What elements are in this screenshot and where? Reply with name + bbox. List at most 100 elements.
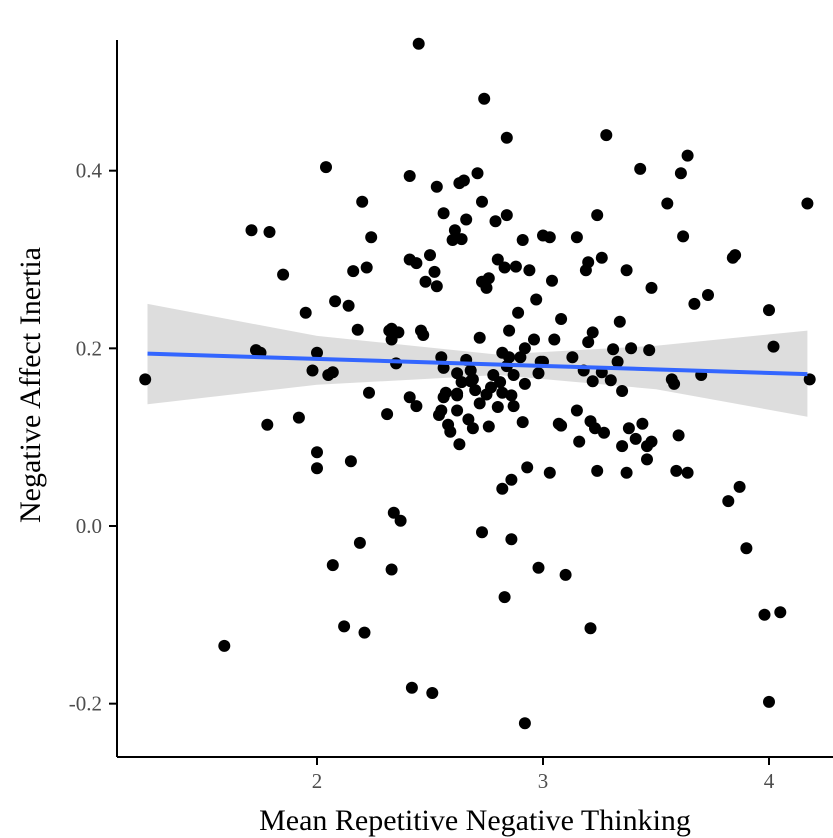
- data-point: [591, 209, 604, 222]
- data-point: [448, 224, 461, 237]
- data-point: [598, 426, 610, 439]
- data-point: [471, 167, 484, 180]
- data-point: [437, 207, 450, 220]
- data-point: [320, 161, 332, 174]
- data-point: [496, 386, 509, 399]
- data-point: [358, 626, 371, 639]
- data-point: [613, 315, 626, 328]
- data-point: [261, 418, 274, 431]
- data-point: [767, 340, 780, 353]
- data-point: [758, 608, 771, 621]
- data-point: [455, 233, 468, 246]
- data-point: [494, 376, 507, 389]
- data-point: [505, 533, 518, 546]
- data-point: [381, 408, 394, 421]
- data-point: [329, 295, 342, 308]
- data-point: [507, 400, 520, 413]
- data-point: [363, 386, 375, 399]
- data-point: [460, 213, 473, 226]
- data-point: [462, 413, 475, 426]
- data-point: [570, 404, 583, 417]
- data-point: [516, 234, 529, 246]
- data-point: [518, 377, 531, 390]
- data-point: [410, 257, 423, 270]
- y-axis-ticks: -0.2 0.0 0.2 0.4: [69, 159, 117, 716]
- data-point: [586, 326, 599, 339]
- data-point: [559, 568, 572, 581]
- data-point: [620, 466, 633, 479]
- data-point: [245, 224, 258, 237]
- data-point: [311, 346, 323, 359]
- x-tick-label: 2: [312, 769, 323, 793]
- data-point: [491, 253, 504, 266]
- data-point: [446, 234, 459, 246]
- data-point: [521, 461, 534, 474]
- data-point: [491, 401, 504, 413]
- data-point: [326, 559, 339, 572]
- data-point: [455, 376, 468, 389]
- data-point: [604, 374, 617, 387]
- data-point: [417, 329, 430, 341]
- data-point: [611, 355, 624, 368]
- data-point: [505, 389, 518, 402]
- data-point: [505, 473, 518, 486]
- data-point: [403, 391, 416, 404]
- data-point: [218, 639, 231, 652]
- data-point: [277, 268, 290, 281]
- data-point: [410, 400, 423, 413]
- y-tick-label: 0.0: [76, 514, 102, 538]
- data-point: [740, 542, 753, 555]
- data-point: [457, 174, 470, 187]
- data-point: [584, 622, 597, 635]
- data-point: [629, 432, 642, 445]
- data-point: [729, 249, 742, 262]
- data-point: [451, 367, 464, 380]
- data-point: [311, 446, 323, 459]
- data-point: [681, 466, 694, 479]
- data-point: [548, 333, 561, 346]
- data-point: [641, 453, 653, 466]
- data-point: [476, 526, 488, 539]
- data-point: [482, 420, 495, 433]
- data-point: [634, 162, 647, 175]
- data-point: [412, 37, 425, 50]
- y-tick-label: 0.2: [76, 336, 102, 360]
- data-point: [485, 381, 497, 394]
- data-point: [435, 404, 448, 417]
- data-point: [518, 717, 531, 730]
- data-point: [509, 260, 522, 273]
- data-point: [365, 231, 378, 244]
- x-axis-ticks: 2 3 4: [312, 757, 775, 793]
- data-point: [733, 480, 746, 493]
- data-point: [392, 326, 405, 339]
- data-point: [645, 281, 658, 294]
- data-point: [473, 397, 486, 410]
- data-point: [351, 323, 364, 336]
- data-point: [518, 342, 531, 355]
- data-point: [512, 306, 525, 319]
- data-point: [573, 435, 586, 448]
- data-point: [500, 209, 513, 222]
- data-point: [589, 422, 601, 435]
- data-point: [523, 264, 536, 277]
- data-point: [774, 606, 787, 619]
- regression-line: [147, 351, 808, 377]
- data-point: [430, 180, 443, 193]
- data-point: [326, 366, 339, 379]
- data-point: [570, 231, 583, 244]
- data-point: [595, 251, 608, 264]
- data-point: [702, 289, 714, 301]
- data-point: [586, 375, 599, 388]
- data-point: [625, 342, 638, 355]
- confidence-band: [147, 303, 808, 417]
- data-point: [405, 681, 418, 694]
- data-point: [643, 344, 656, 357]
- y-tick-label: 0.4: [76, 159, 103, 183]
- data-point: [428, 265, 441, 278]
- data-point: [801, 197, 814, 210]
- data-point: [444, 425, 457, 438]
- data-point: [435, 351, 448, 364]
- data-point: [356, 195, 369, 208]
- data-point: [514, 351, 527, 364]
- x-tick-label: 3: [538, 769, 549, 793]
